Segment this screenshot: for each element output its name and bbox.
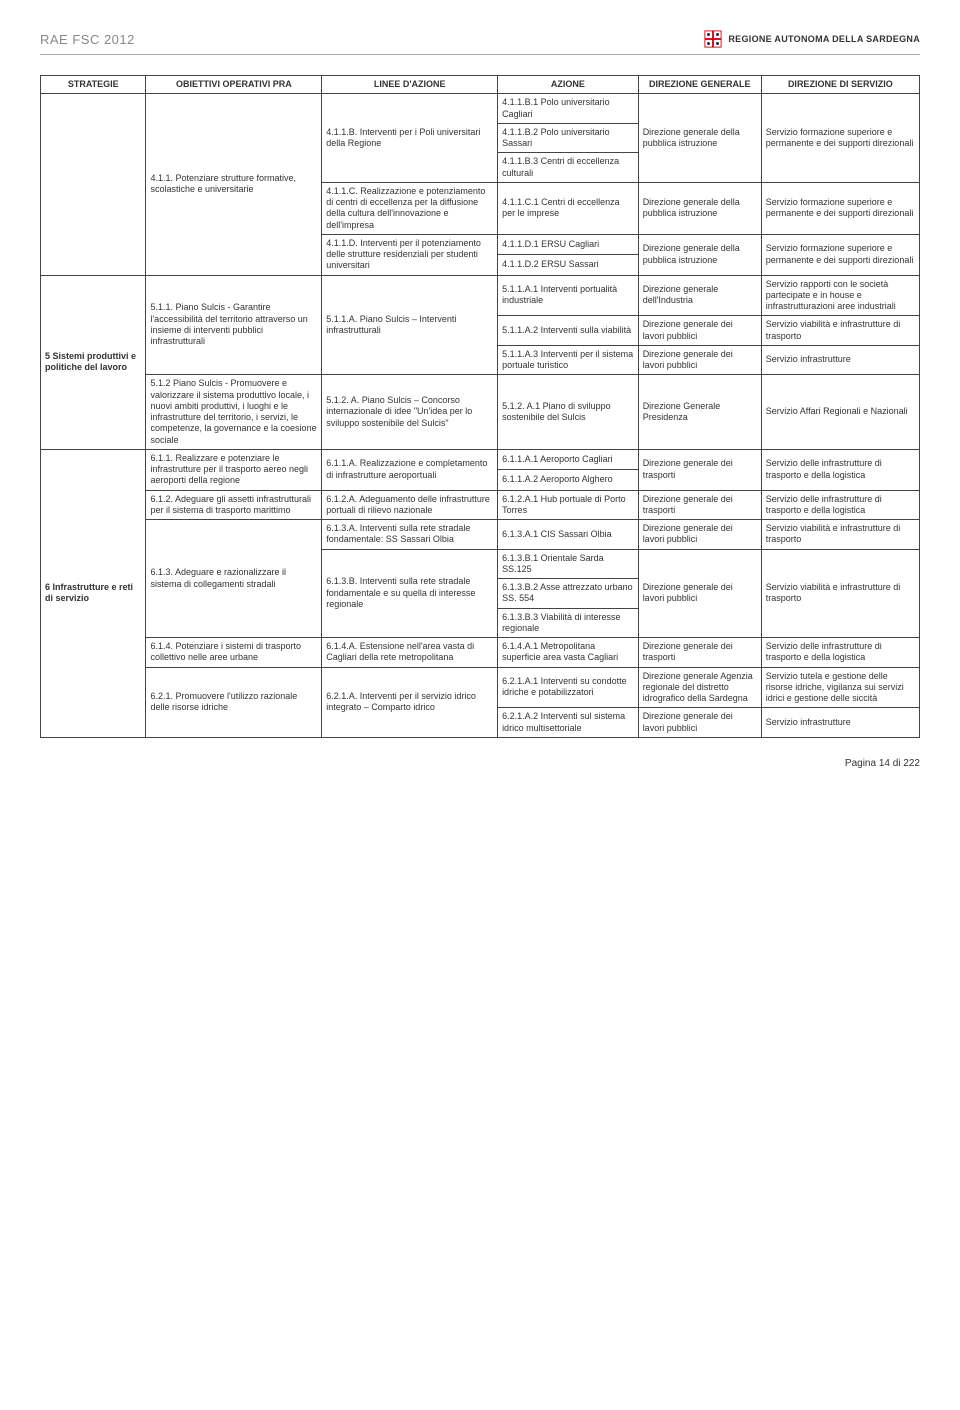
table-header-row: STRATEGIE OBIETTIVI OPERATIVI PRA LINEE … (41, 76, 920, 94)
header-divider (40, 54, 920, 55)
cell-ds: Servizio rapporti con le società parteci… (761, 275, 919, 316)
cell-linee: 5.1.1.A. Piano Sulcis – Interventi infra… (322, 275, 498, 375)
cell-azione: 4.1.1.B.1 Polo universitario Cagliari (498, 94, 639, 124)
cell-azione: 6.1.2.A.1 Hub portuale di Porto Torres (498, 490, 639, 520)
cell-strategie-blank (41, 94, 146, 275)
col-linee: LINEE D'AZIONE (322, 76, 498, 94)
cell-dg: Direzione generale dell'Industria (638, 275, 761, 316)
cell-azione: 4.1.1.B.2 Polo universitario Sassari (498, 123, 639, 153)
cell-dg: Direzione generale della pubblica istruz… (638, 182, 761, 234)
cell-linee: 4.1.1.C. Realizzazione e potenziamento d… (322, 182, 498, 234)
cell-linee: 4.1.1.D. Interventi per il potenziamento… (322, 234, 498, 275)
cell-dg: Direzione generale della pubblica istruz… (638, 234, 761, 275)
cell-obj: 5.1.1. Piano Sulcis - Garantire l'access… (146, 275, 322, 375)
cell-ds: Servizio formazione superiore e permanen… (761, 182, 919, 234)
cell-ds: Servizio formazione superiore e permanen… (761, 234, 919, 275)
cell-azione: 6.2.1.A.2 Interventi sul sistema idrico … (498, 708, 639, 738)
cell-azione: 4.1.1.D.1 ERSU Cagliari (498, 234, 639, 254)
cell-strategie-5: 5 Sistemi produttivi e politiche del lav… (41, 275, 146, 449)
cell-dg: Direzione generale dei trasporti (638, 638, 761, 668)
doc-title: RAE FSC 2012 (40, 32, 135, 47)
cell-azione: 6.1.3.B.3 Viabilità di interesse regiona… (498, 608, 639, 638)
cell-obj: 6.1.4. Potenziare i sistemi di trasporto… (146, 638, 322, 668)
page-footer: Pagina 14 di 222 (40, 758, 920, 769)
cell-azione: 6.1.3.B.1 Orientale Sarda SS.125 (498, 549, 639, 579)
cell-ds: Servizio viabilità e infrastrutture di t… (761, 520, 919, 550)
region-block: REGIONE AUTONOMA DELLA SARDEGNA (704, 30, 920, 48)
cell-dg: Direzione generale dei trasporti (638, 490, 761, 520)
cell-linee: 6.1.3.A. Interventi sulla rete stradale … (322, 520, 498, 550)
cell-azione: 5.1.1.A.2 Interventi sulla viabilità (498, 316, 639, 346)
table-row: 6 Infrastrutture e reti di servizio 6.1.… (41, 449, 920, 469)
cell-obj: 4.1.1. Potenziare strutture formative, s… (146, 94, 322, 275)
cell-azione: 6.1.1.A.2 Aeroporto Alghero (498, 470, 639, 490)
table-row: 5.1.2 Piano Sulcis - Promuovere e valori… (41, 375, 920, 450)
cell-linee: 6.1.1.A. Realizzazione e completamento d… (322, 449, 498, 490)
cell-azione: 4.1.1.B.3 Centri di eccellenza culturali (498, 153, 639, 183)
cell-azione: 4.1.1.D.2 ERSU Sassari (498, 255, 639, 275)
cell-azione: 5.1.1.A.3 Interventi per il sistema port… (498, 345, 639, 375)
cell-strategie-6: 6 Infrastrutture e reti di servizio (41, 449, 146, 737)
page-header: RAE FSC 2012 REGIONE AUTONOMA DELLA SARD… (40, 30, 920, 54)
main-table: STRATEGIE OBIETTIVI OPERATIVI PRA LINEE … (40, 75, 920, 738)
cell-obj: 6.1.1. Realizzare e potenziare le infras… (146, 449, 322, 490)
cell-azione: 5.1.1.A.1 Interventi portualità industri… (498, 275, 639, 316)
table-row: 4.1.1. Potenziare strutture formative, s… (41, 94, 920, 124)
cell-azione: 6.1.4.A.1 Metropolitana superficie area … (498, 638, 639, 668)
cell-linee: 6.1.2.A. Adeguamento delle infrastruttur… (322, 490, 498, 520)
col-obiettivi: OBIETTIVI OPERATIVI PRA (146, 76, 322, 94)
cell-linee: 6.1.4.A. Estensione nell'area vasta di C… (322, 638, 498, 668)
cell-azione: 6.2.1.A.1 Interventi su condotte idriche… (498, 667, 639, 708)
cell-ds: Servizio Affari Regionali e Nazionali (761, 375, 919, 450)
cell-dg: Direzione generale dei lavori pubblici (638, 316, 761, 346)
cell-ds: Servizio delle infrastrutture di traspor… (761, 490, 919, 520)
cell-dg: Direzione generale Agenzia regionale del… (638, 667, 761, 708)
cell-dg: Direzione generale dei lavori pubblici (638, 549, 761, 638)
cell-ds: Servizio viabilità e infrastrutture di t… (761, 549, 919, 638)
cell-azione: 6.1.3.B.2 Asse attrezzato urbano SS. 554 (498, 579, 639, 609)
cell-dg: Direzione generale dei lavori pubblici (638, 708, 761, 738)
cell-ds: Servizio formazione superiore e permanen… (761, 94, 919, 183)
col-direzione-servizio: DIREZIONE DI SERVIZIO (761, 76, 919, 94)
table-row: 6.2.1. Promuovere l'utilizzo razionale d… (41, 667, 920, 708)
cell-dg: Direzione generale dei lavori pubblici (638, 520, 761, 550)
table-row: 6.1.3. Adeguare e razionalizzare il sist… (41, 520, 920, 550)
cell-ds: Servizio delle infrastrutture di traspor… (761, 449, 919, 490)
cell-azione: 6.1.3.A.1 CIS Sassari Olbia (498, 520, 639, 550)
cell-azione: 4.1.1.C.1 Centri di eccellenza per le im… (498, 182, 639, 234)
region-name: REGIONE AUTONOMA DELLA SARDEGNA (728, 34, 920, 44)
cell-azione: 5.1.2. A.1 Piano di sviluppo sostenibile… (498, 375, 639, 450)
cell-azione: 6.1.1.A.1 Aeroporto Cagliari (498, 449, 639, 469)
col-strategie: STRATEGIE (41, 76, 146, 94)
table-row: 6.1.4. Potenziare i sistemi di trasporto… (41, 638, 920, 668)
cell-ds: Servizio infrastrutture (761, 345, 919, 375)
cell-dg: Direzione generale dei trasporti (638, 449, 761, 490)
cell-ds: Servizio infrastrutture (761, 708, 919, 738)
cell-obj: 6.1.2. Adeguare gli assetti infrastruttu… (146, 490, 322, 520)
cell-obj: 5.1.2 Piano Sulcis - Promuovere e valori… (146, 375, 322, 450)
cell-obj: 6.1.3. Adeguare e razionalizzare il sist… (146, 520, 322, 638)
cell-linee: 6.1.3.B. Interventi sulla rete stradale … (322, 549, 498, 638)
col-direzione-generale: DIREZIONE GENERALE (638, 76, 761, 94)
col-azione: AZIONE (498, 76, 639, 94)
table-row: 6.1.2. Adeguare gli assetti infrastruttu… (41, 490, 920, 520)
table-row: 5 Sistemi produttivi e politiche del lav… (41, 275, 920, 316)
cell-dg: Direzione generale dei lavori pubblici (638, 345, 761, 375)
cell-linee: 6.2.1.A. Interventi per il servizio idri… (322, 667, 498, 737)
cell-ds: Servizio viabilità e infrastrutture di t… (761, 316, 919, 346)
region-emblem-icon (704, 30, 722, 48)
cell-obj: 6.2.1. Promuovere l'utilizzo razionale d… (146, 667, 322, 737)
cell-dg: Direzione Generale Presidenza (638, 375, 761, 450)
cell-linee: 5.1.2. A. Piano Sulcis – Concorso intern… (322, 375, 498, 450)
cell-linee: 4.1.1.B. Interventi per i Poli universit… (322, 94, 498, 183)
cell-ds: Servizio tutela e gestione delle risorse… (761, 667, 919, 708)
cell-dg: Direzione generale della pubblica istruz… (638, 94, 761, 183)
cell-ds: Servizio delle infrastrutture di traspor… (761, 638, 919, 668)
